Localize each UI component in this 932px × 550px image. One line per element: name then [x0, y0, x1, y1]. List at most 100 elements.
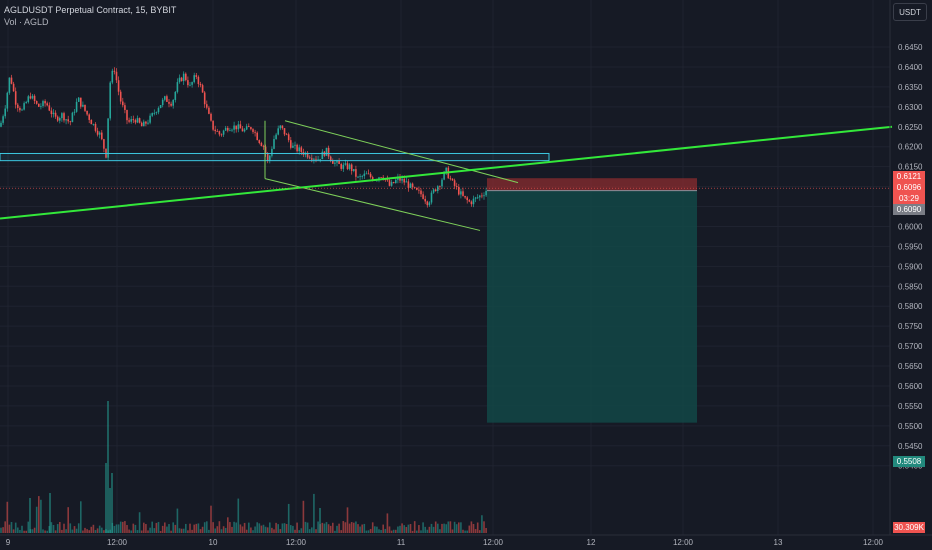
volume-bar: [67, 507, 69, 533]
candle-body: [346, 163, 349, 169]
last-price-tag: 0.6096: [893, 182, 925, 193]
candle-body: [44, 101, 46, 104]
trendline[interactable]: [0, 125, 893, 220]
candle-body: [281, 125, 284, 129]
volume-bar: [390, 530, 393, 533]
candle-body: [199, 83, 202, 86]
candle-body: [82, 104, 84, 107]
candle-body: [369, 173, 372, 178]
candle-body: [308, 157, 311, 159]
volume-bar: [258, 523, 261, 533]
volume-bar: [350, 522, 353, 533]
short-position-tool[interactable]: [487, 178, 697, 423]
volume-bar: [88, 530, 90, 533]
stop-zone[interactable]: [487, 178, 697, 191]
volume-bar: [2, 527, 4, 533]
currency-button[interactable]: USDT: [893, 3, 927, 21]
price-tick-label: 0.5550: [898, 402, 923, 411]
candle-body: [332, 160, 334, 164]
volume-bar: [266, 527, 269, 533]
price-tick-label: 0.5450: [898, 442, 923, 451]
candle-body: [252, 129, 254, 132]
candle-body: [468, 200, 471, 202]
candle-body: [33, 95, 36, 101]
volume-bar: [342, 521, 345, 533]
volume-bar: [455, 524, 458, 533]
target-zone[interactable]: [487, 190, 697, 423]
volume-bar: [371, 522, 374, 533]
time-tick-label: 12: [587, 538, 596, 547]
volume-bar: [407, 524, 410, 533]
volume-bar: [323, 523, 326, 533]
candle-body: [122, 101, 124, 106]
volume-bar: [409, 524, 412, 533]
price-tick-label: 0.5750: [898, 322, 923, 331]
volume-bar: [50, 522, 53, 533]
volume-bar: [49, 493, 51, 533]
volume-bar: [479, 530, 481, 533]
candle-body: [111, 70, 114, 83]
candle-body: [193, 75, 195, 83]
candle-body: [151, 113, 153, 116]
candle-body: [294, 144, 296, 146]
volume-bar: [271, 527, 273, 533]
candle-body: [27, 96, 30, 103]
volume-bar: [411, 530, 414, 533]
candle-body: [42, 101, 44, 107]
volume-bar: [329, 525, 332, 533]
candle-body: [298, 147, 300, 152]
candle-body: [348, 164, 351, 169]
candle-body: [71, 112, 74, 123]
volume-bar: [187, 530, 189, 533]
candle-body: [63, 113, 65, 121]
drawings-layer[interactable]: [0, 120, 893, 231]
volume-bar: [453, 521, 456, 533]
volume-bar: [315, 529, 317, 533]
candle-body: [67, 119, 69, 122]
time-axis[interactable]: 9 12:00 10 12:00 11 12:00 12 12:00 13 12:00: [0, 534, 932, 547]
candle-body: [101, 132, 103, 140]
volume-bar: [321, 522, 324, 533]
candle-body: [40, 106, 42, 107]
volume-bar: [327, 524, 330, 533]
candle-body: [424, 198, 426, 202]
bar-countdown: 03:29: [893, 193, 925, 204]
volume-value-tag: 30.309K: [893, 522, 925, 533]
volume-bar: [153, 528, 156, 533]
volume-bar: [359, 526, 361, 533]
candle-body: [208, 107, 210, 114]
volume-bar: [117, 524, 120, 533]
candle-body: [285, 134, 288, 136]
candle-body: [449, 178, 452, 180]
volume-bar: [229, 522, 231, 533]
symbol-title[interactable]: AGLDUSDT Perpetual Contract, 15, BYBIT: [4, 5, 177, 15]
candle-body: [128, 120, 130, 122]
candle-body: [460, 191, 462, 195]
candle-body: [365, 173, 368, 175]
volume-bar: [273, 529, 275, 533]
volume-bar: [86, 529, 88, 533]
resistance-box[interactable]: [0, 152, 550, 162]
candle-body: [248, 126, 250, 128]
candle-body: [483, 195, 485, 197]
volume-bar: [275, 522, 277, 533]
candle-body: [275, 134, 277, 140]
volume-bar: [250, 527, 252, 533]
price-axis[interactable]: 0.6450 0.6400 0.6350 0.6300 0.6250 0.6200 0.61…: [889, 0, 923, 535]
candle-body: [279, 125, 282, 129]
candle-body: [0, 122, 2, 127]
candle-body: [80, 97, 82, 107]
volume-bar: [235, 522, 237, 533]
candle-body: [472, 198, 475, 205]
volume-bar: [437, 523, 439, 533]
candle-body: [10, 77, 13, 84]
channel-upper-line[interactable]: [284, 120, 519, 184]
volume-bar: [71, 529, 74, 533]
chart-grid: [0, 0, 890, 535]
price-tick-label: 0.6450: [898, 43, 923, 52]
volume-bar: [107, 401, 109, 533]
volume-indicator-label[interactable]: Vol · AGLD: [4, 17, 49, 27]
volume-bar: [476, 522, 479, 533]
volume-bar: [367, 530, 370, 533]
